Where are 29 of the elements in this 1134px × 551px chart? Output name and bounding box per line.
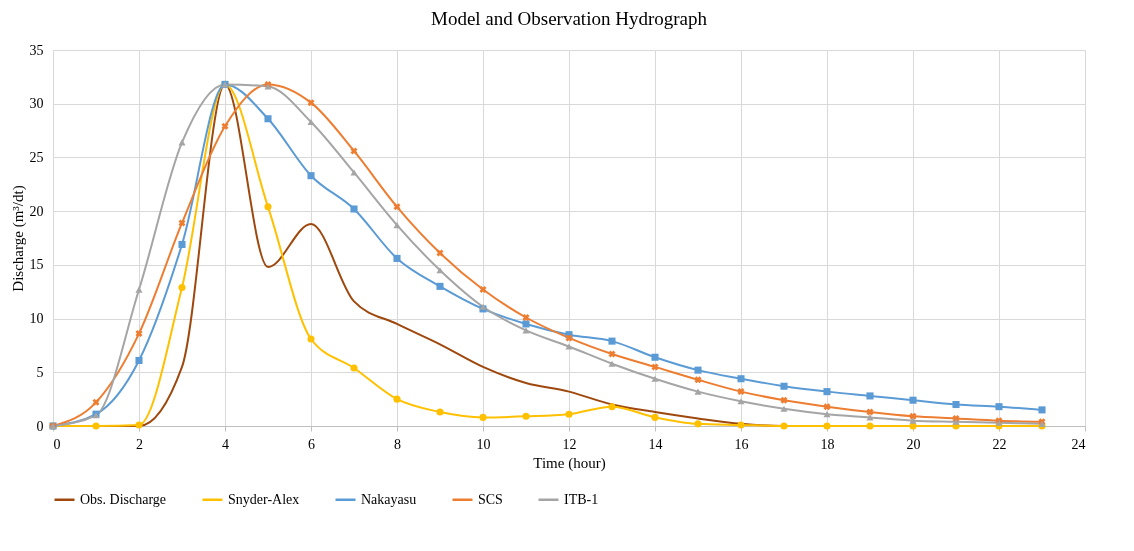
x-tick-label: 16 xyxy=(734,436,749,452)
x-tick-label: 4 xyxy=(222,436,229,452)
x-tick-label: 20 xyxy=(906,436,921,452)
legend-label: Snyder-Alex xyxy=(228,491,300,507)
y-tick-label: 0 xyxy=(36,418,44,434)
y-tick-label: 5 xyxy=(36,364,44,380)
x-tick-label: 10 xyxy=(476,436,491,452)
legend-label: Nakayasu xyxy=(361,491,417,507)
legend-label: SCS xyxy=(478,491,503,507)
x-tick-label: 18 xyxy=(820,436,835,452)
y-tick-label: 35 xyxy=(29,42,44,58)
x-axis-title: Time (hour) xyxy=(533,454,606,472)
x-tick-label: 6 xyxy=(308,436,315,452)
y-tick-label: 25 xyxy=(29,149,44,165)
legend-label: ITB-1 xyxy=(564,491,599,507)
x-tick-label: 12 xyxy=(562,436,577,452)
x-tick-label: 8 xyxy=(394,436,401,452)
legend-label: Obs. Discharge xyxy=(80,491,167,507)
y-tick-label: 10 xyxy=(29,311,44,327)
x-tick-label: 22 xyxy=(992,436,1007,452)
x-tick-label: 0 xyxy=(53,436,61,452)
y-tick-label: 30 xyxy=(29,96,44,112)
chart-title: Model and Observation Hydrograph xyxy=(431,8,708,29)
y-axis-title: Discharge (m³/dt) xyxy=(9,185,27,292)
y-tick-label: 20 xyxy=(29,203,44,219)
y-tick-label: 15 xyxy=(29,257,44,273)
x-tick-label: 2 xyxy=(136,436,143,452)
x-tick-label: 14 xyxy=(648,436,663,452)
x-tick-label: 24 xyxy=(1071,436,1086,452)
